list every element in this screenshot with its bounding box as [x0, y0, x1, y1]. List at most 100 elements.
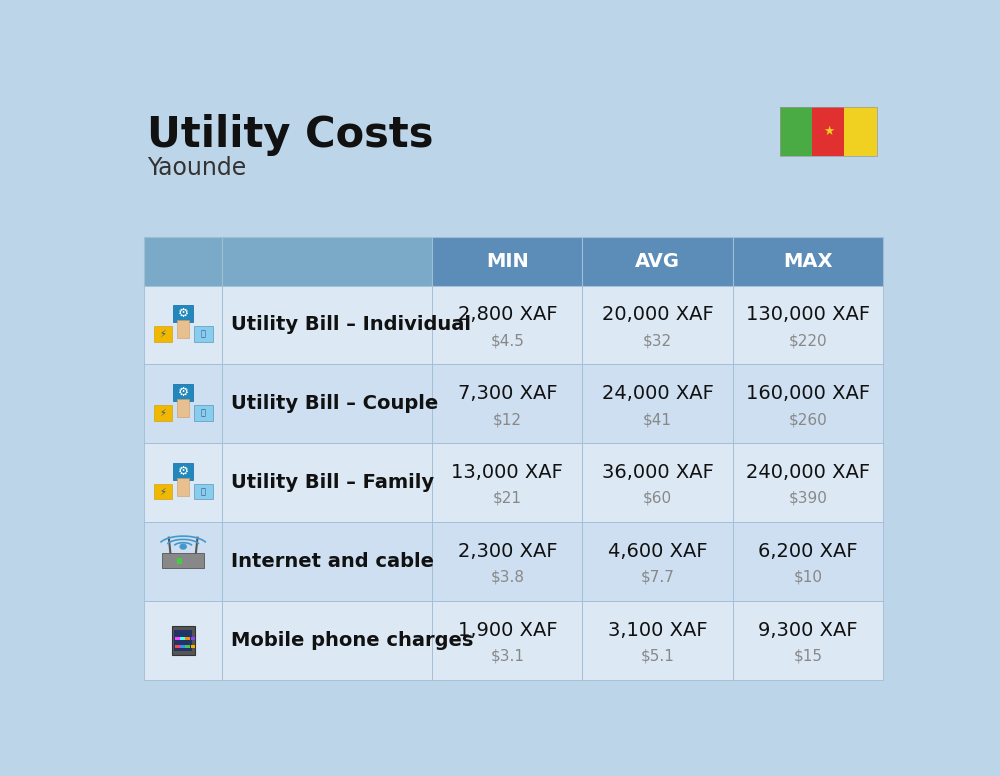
Text: ⚡: ⚡	[160, 487, 166, 497]
FancyBboxPatch shape	[432, 522, 582, 601]
Text: $220: $220	[789, 333, 827, 348]
FancyBboxPatch shape	[582, 443, 733, 522]
Text: Utility Costs: Utility Costs	[147, 114, 433, 156]
Text: ⚡: ⚡	[160, 408, 166, 417]
Text: MAX: MAX	[783, 251, 833, 271]
Text: Internet and cable: Internet and cable	[231, 552, 434, 571]
Text: $32: $32	[643, 333, 672, 348]
FancyBboxPatch shape	[432, 286, 582, 365]
FancyBboxPatch shape	[174, 630, 192, 650]
Text: 4,600 XAF: 4,600 XAF	[608, 542, 707, 561]
Text: 7,300 XAF: 7,300 XAF	[458, 384, 557, 403]
FancyBboxPatch shape	[222, 365, 432, 443]
FancyBboxPatch shape	[162, 553, 204, 567]
Text: 🚿: 🚿	[201, 330, 206, 338]
Text: $7.7: $7.7	[641, 570, 675, 585]
Text: 24,000 XAF: 24,000 XAF	[602, 384, 714, 403]
FancyBboxPatch shape	[180, 645, 185, 648]
FancyBboxPatch shape	[175, 637, 180, 640]
FancyBboxPatch shape	[222, 522, 432, 601]
FancyBboxPatch shape	[780, 107, 812, 156]
FancyBboxPatch shape	[177, 558, 182, 564]
FancyBboxPatch shape	[154, 326, 172, 341]
FancyBboxPatch shape	[733, 443, 883, 522]
FancyBboxPatch shape	[582, 365, 733, 443]
FancyBboxPatch shape	[173, 305, 193, 322]
FancyBboxPatch shape	[172, 625, 195, 656]
FancyBboxPatch shape	[222, 286, 432, 365]
FancyBboxPatch shape	[177, 399, 189, 417]
FancyBboxPatch shape	[844, 107, 877, 156]
Text: 2,300 XAF: 2,300 XAF	[458, 542, 557, 561]
Text: $12: $12	[493, 412, 522, 427]
Text: $41: $41	[643, 412, 672, 427]
FancyBboxPatch shape	[173, 384, 193, 401]
FancyBboxPatch shape	[733, 237, 883, 286]
FancyBboxPatch shape	[582, 286, 733, 365]
FancyBboxPatch shape	[432, 365, 582, 443]
FancyBboxPatch shape	[144, 237, 222, 286]
FancyBboxPatch shape	[194, 484, 213, 500]
Text: ⚙: ⚙	[178, 465, 189, 478]
FancyBboxPatch shape	[582, 522, 733, 601]
FancyBboxPatch shape	[185, 637, 190, 640]
Text: AVG: AVG	[635, 251, 680, 271]
Text: 130,000 XAF: 130,000 XAF	[746, 305, 870, 324]
FancyBboxPatch shape	[432, 601, 582, 680]
Text: 20,000 XAF: 20,000 XAF	[602, 305, 714, 324]
FancyBboxPatch shape	[144, 286, 222, 365]
FancyBboxPatch shape	[582, 601, 733, 680]
Text: ⚙: ⚙	[178, 386, 189, 399]
Text: ⚡: ⚡	[160, 329, 166, 339]
Text: 🚿: 🚿	[201, 408, 206, 417]
Text: $10: $10	[793, 570, 822, 585]
FancyBboxPatch shape	[173, 463, 193, 480]
FancyBboxPatch shape	[812, 107, 844, 156]
FancyBboxPatch shape	[194, 405, 213, 421]
Text: 160,000 XAF: 160,000 XAF	[746, 384, 870, 403]
Text: ★: ★	[823, 125, 834, 138]
FancyBboxPatch shape	[144, 601, 222, 680]
FancyBboxPatch shape	[154, 484, 172, 500]
Text: $21: $21	[493, 491, 522, 506]
FancyBboxPatch shape	[733, 286, 883, 365]
Text: Yaounde: Yaounde	[147, 156, 246, 180]
FancyBboxPatch shape	[185, 645, 190, 648]
Text: $390: $390	[789, 491, 827, 506]
FancyBboxPatch shape	[222, 443, 432, 522]
Text: 13,000 XAF: 13,000 XAF	[451, 463, 563, 482]
FancyBboxPatch shape	[222, 601, 432, 680]
FancyBboxPatch shape	[177, 478, 189, 496]
FancyBboxPatch shape	[222, 237, 432, 286]
FancyBboxPatch shape	[432, 237, 582, 286]
Text: MIN: MIN	[486, 251, 529, 271]
Text: 9,300 XAF: 9,300 XAF	[758, 621, 858, 639]
FancyBboxPatch shape	[177, 320, 189, 338]
FancyBboxPatch shape	[144, 443, 222, 522]
Text: $15: $15	[793, 649, 822, 663]
Text: Utility Bill – Individual: Utility Bill – Individual	[231, 316, 471, 334]
FancyBboxPatch shape	[144, 522, 222, 601]
Text: 1,900 XAF: 1,900 XAF	[458, 621, 557, 639]
FancyBboxPatch shape	[180, 637, 185, 640]
FancyBboxPatch shape	[191, 645, 195, 648]
Text: 6,200 XAF: 6,200 XAF	[758, 542, 858, 561]
Circle shape	[180, 544, 186, 549]
Text: Mobile phone charges: Mobile phone charges	[231, 631, 473, 650]
Text: 36,000 XAF: 36,000 XAF	[602, 463, 714, 482]
FancyBboxPatch shape	[432, 443, 582, 522]
FancyBboxPatch shape	[154, 405, 172, 421]
FancyBboxPatch shape	[194, 326, 213, 341]
Text: ⚙: ⚙	[178, 307, 189, 320]
Text: 🚿: 🚿	[201, 487, 206, 496]
Text: Utility Bill – Couple: Utility Bill – Couple	[231, 394, 438, 414]
FancyBboxPatch shape	[733, 601, 883, 680]
FancyBboxPatch shape	[733, 365, 883, 443]
FancyBboxPatch shape	[175, 645, 180, 648]
Text: $60: $60	[643, 491, 672, 506]
Text: Utility Bill – Family: Utility Bill – Family	[231, 473, 434, 492]
Text: $3.8: $3.8	[490, 570, 524, 585]
Text: $260: $260	[789, 412, 827, 427]
Text: 2,800 XAF: 2,800 XAF	[458, 305, 557, 324]
Text: 240,000 XAF: 240,000 XAF	[746, 463, 870, 482]
